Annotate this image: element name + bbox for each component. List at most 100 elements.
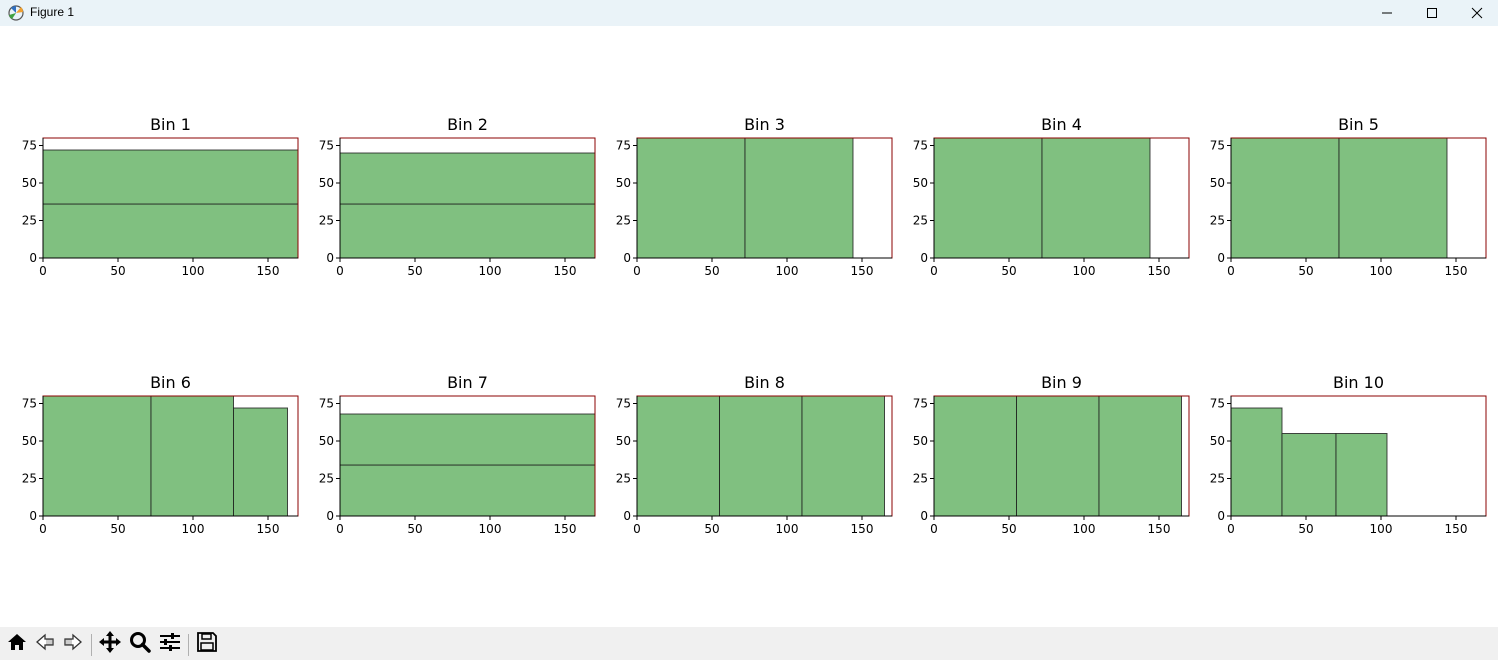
y-tick-label: 0: [29, 509, 37, 523]
x-tick-label: 150: [554, 264, 577, 278]
x-tick-label: 0: [633, 264, 641, 278]
x-tick-label: 0: [39, 522, 47, 536]
bar: [744, 137, 854, 259]
x-tick-label: 50: [1298, 264, 1313, 278]
back-button[interactable]: [32, 631, 58, 657]
maximize-button[interactable]: [1409, 0, 1455, 26]
x-tick-label: 0: [633, 522, 641, 536]
x-tick-label: 100: [776, 522, 799, 536]
zoom-button[interactable]: [127, 631, 153, 657]
toolbar-separator: [188, 634, 189, 656]
home-icon: [6, 631, 28, 657]
y-tick-label: 0: [623, 251, 631, 265]
y-tick-label: 25: [1210, 472, 1225, 486]
y-tick-label: 50: [616, 434, 631, 448]
close-icon: [1471, 4, 1483, 23]
x-tick-label: 150: [257, 522, 280, 536]
minimize-icon: [1381, 4, 1393, 23]
title-bar: Figure 1: [0, 0, 1498, 26]
y-tick-label: 25: [1210, 214, 1225, 228]
subplot: Bin 4 0 50 100 150 0 25 50 75: [913, 115, 1190, 278]
x-tick-label: 150: [851, 522, 874, 536]
y-tick-label: 50: [22, 434, 37, 448]
y-tick-label: 75: [913, 397, 928, 411]
x-tick-label: 50: [704, 264, 719, 278]
configure-subplots-icon: [158, 630, 182, 658]
minimize-button[interactable]: [1364, 0, 1410, 26]
x-tick-label: 150: [257, 264, 280, 278]
bar: [1041, 137, 1151, 259]
subplot: Bin 9 0 50 100 150 0 25 50 75: [913, 373, 1190, 536]
x-tick-label: 100: [479, 264, 502, 278]
y-tick-label: 50: [913, 434, 928, 448]
figure-canvas[interactable]: [0, 26, 1498, 627]
x-tick-label: 150: [1445, 522, 1468, 536]
y-tick-label: 0: [920, 251, 928, 265]
x-tick-label: 100: [182, 264, 205, 278]
subplot-title: Bin 6: [150, 373, 191, 392]
subplot: Bin 8 0 50 100 150 0 25 50 75: [616, 373, 893, 536]
save-button[interactable]: [194, 631, 220, 657]
x-tick-label: 50: [110, 522, 125, 536]
y-tick-label: 75: [319, 397, 334, 411]
bar: [42, 149, 299, 205]
y-tick-label: 50: [616, 176, 631, 190]
y-tick-label: 25: [913, 472, 928, 486]
close-button[interactable]: [1454, 0, 1498, 26]
x-tick-label: 50: [110, 264, 125, 278]
y-tick-label: 0: [326, 509, 334, 523]
subplot-title: Bin 4: [1041, 115, 1082, 134]
bar: [339, 413, 596, 466]
y-tick-label: 0: [1217, 251, 1225, 265]
x-tick-label: 0: [39, 264, 47, 278]
bar: [1230, 407, 1283, 517]
pan-button[interactable]: [97, 631, 123, 657]
y-tick-label: 75: [1210, 139, 1225, 153]
save-icon: [196, 631, 218, 657]
bar: [339, 464, 596, 517]
subplot-title: Bin 3: [744, 115, 785, 134]
bar: [1230, 137, 1340, 259]
bar: [1338, 137, 1448, 259]
subplot: Bin 7 0 50 100 150 0 25 50 75: [319, 373, 596, 536]
y-tick-label: 25: [616, 472, 631, 486]
bar: [933, 137, 1043, 259]
x-tick-label: 0: [336, 522, 344, 536]
toolbar-separator: [91, 634, 92, 656]
x-tick-label: 150: [851, 264, 874, 278]
x-tick-label: 50: [1001, 522, 1016, 536]
y-tick-label: 25: [616, 214, 631, 228]
maximize-icon: [1426, 4, 1438, 23]
pan-icon: [98, 630, 122, 658]
subplot-title: Bin 7: [447, 373, 488, 392]
x-tick-label: 0: [930, 264, 938, 278]
window-title: Figure 1: [30, 5, 75, 19]
subplot-title: Bin 9: [1041, 373, 1082, 392]
y-tick-label: 0: [1217, 509, 1225, 523]
y-tick-label: 25: [319, 472, 334, 486]
y-tick-label: 75: [1210, 397, 1225, 411]
configure-subplots-button[interactable]: [157, 631, 183, 657]
y-tick-label: 75: [22, 139, 37, 153]
x-tick-label: 100: [182, 522, 205, 536]
x-tick-label: 50: [407, 522, 422, 536]
bar: [42, 395, 152, 517]
forward-button[interactable]: [60, 631, 86, 657]
y-tick-label: 75: [913, 139, 928, 153]
x-tick-label: 100: [1073, 264, 1096, 278]
y-tick-label: 75: [616, 139, 631, 153]
bar: [1281, 433, 1337, 517]
home-button[interactable]: [4, 631, 30, 657]
bar: [636, 395, 720, 517]
x-tick-label: 50: [704, 522, 719, 536]
x-tick-label: 150: [554, 522, 577, 536]
y-tick-label: 25: [22, 214, 37, 228]
subplot: Bin 3 0 50 100 150 0 25 50 75: [616, 115, 893, 278]
x-tick-label: 50: [1298, 522, 1313, 536]
x-tick-label: 50: [1001, 264, 1016, 278]
subplot: Bin 1 0 50 100 150 0 25 50 75: [22, 115, 299, 278]
subplot-title: Bin 8: [744, 373, 785, 392]
y-tick-label: 0: [29, 251, 37, 265]
bar: [636, 137, 746, 259]
